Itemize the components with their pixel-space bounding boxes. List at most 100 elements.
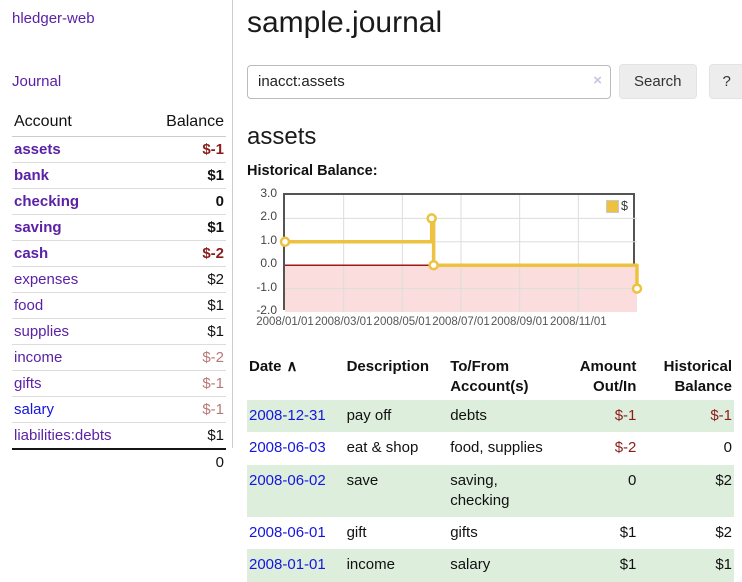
account-row: cash $-2 [12,240,226,267]
search-input[interactable] [247,64,611,99]
sidebar: hledger-web Journal Account Balance asse… [0,0,233,475]
accounts-header-balance: Balance [145,110,226,137]
account-row: expenses $2 [12,266,226,293]
chart-title: Historical Balance: [247,163,378,179]
search-button[interactable]: Search [619,64,697,99]
y-tick-label: -1.0 [256,279,277,294]
accounts-header-account: Account [12,110,146,137]
transaction-date-link[interactable]: 2008-06-02 [249,471,326,489]
column-header-description[interactable]: Description [346,358,430,375]
transaction-balance: $2 [715,471,732,489]
account-link-liabilities-debts[interactable]: liabilities:debts [14,427,112,444]
transaction-row: 2008-06-01 gift gifts $1 $2 [247,517,734,549]
page-title: sample.journal [247,6,443,39]
app-title: hledger-web [12,10,226,27]
legend-label: $ [621,199,628,213]
column-header-historical-balance[interactable]: Historical Balance [663,358,732,395]
transaction-description: save [346,471,379,489]
help-button[interactable]: ? [708,64,742,99]
clear-search-icon[interactable]: × [593,71,602,89]
transactions-table: Date ∧ Description To/From Account(s) Amount… [247,353,734,582]
x-tick-label: 2008/11/01 [549,316,607,328]
transaction-accounts: salary [450,556,491,574]
app-title-link[interactable]: hledger-web [12,10,95,27]
transaction-description: eat & shop [346,439,419,457]
transaction-balance: $1 [715,556,732,574]
account-row: salary $-1 [12,396,226,423]
transaction-date-link[interactable]: 2008-06-01 [249,524,326,541]
account-balance: $-1 [145,396,226,423]
account-link-gifts[interactable]: gifts [14,375,42,392]
balance-chart-svg [279,195,643,312]
transaction-amount: 0 [628,471,637,489]
account-row: supplies $1 [12,318,226,345]
transaction-balance: $-1 [710,407,732,424]
chart-legend: $ [604,198,630,214]
account-row: liabilities:debts $1 [12,422,226,450]
transaction-row: 2008-06-02 save saving, checking 0 $2 [247,464,734,517]
transaction-accounts: debts [450,407,487,424]
account-balance: $-2 [145,240,226,267]
account-link-supplies[interactable]: supplies [14,323,70,340]
account-row: food $1 [12,292,226,319]
account-row: gifts $-1 [12,370,226,397]
sidebar-item-journal[interactable]: Journal [12,73,62,90]
x-tick-label: 2008/01/01 [256,316,314,328]
transactions-header-row: Date ∧ Description To/From Account(s) Amount… [247,353,734,400]
account-link-checking[interactable]: checking [14,193,80,210]
account-balance: $-1 [145,370,226,397]
transaction-description: pay off [346,407,392,424]
transaction-accounts: gifts [450,524,478,541]
account-row: assets $-1 [12,136,226,163]
accounts-total-value: 0 [145,448,226,475]
account-row: income $-2 [12,344,226,371]
account-link-assets[interactable]: assets [14,141,61,158]
transaction-date-link[interactable]: 2008-06-03 [249,439,326,457]
transaction-row: 2008-01-01 income salary $1 $1 [247,549,734,582]
transaction-balance: 0 [723,439,732,457]
account-link-expenses[interactable]: expenses [14,271,79,288]
transaction-amount: $-2 [614,439,637,457]
sidebar-nav: Journal [12,73,226,90]
transaction-description: gift [346,524,367,541]
transaction-date-link[interactable]: 2008-12-31 [249,407,326,424]
account-link-cash[interactable]: cash [14,245,49,262]
x-tick-label: 2008/03/01 [314,316,373,328]
transaction-amount: $1 [619,524,637,541]
y-tick-label: 0.0 [260,256,277,271]
account-balance: $1 [145,162,226,189]
transaction-row: 2008-06-03 eat & shop food, supplies $-2 0 [247,432,734,464]
y-tick-label: 3.0 [260,186,277,200]
column-header-amount-out-in[interactable]: Amount Out/In [579,358,637,395]
column-header-to-from-account-s-[interactable]: To/From Account(s) [450,358,529,395]
account-balance: 0 [145,188,226,215]
transaction-date-link[interactable]: 2008-01-01 [249,556,326,574]
account-heading: assets [247,123,317,150]
accounts-header-row: Account Balance [12,110,226,137]
account-link-bank[interactable]: bank [14,167,50,184]
y-tick-label: 2.0 [260,209,277,224]
historical-balance-chart: 3.0 2.0 1.0 0.0 -1.0 -2.0 $ 2008/01/01 2008/03… [247,186,736,339]
x-tick-label: 2008/05/01 [373,316,432,328]
transaction-amount: $-1 [614,407,637,424]
x-tick-label: 2008/09/01 [490,316,549,328]
account-balance: $-1 [145,136,226,163]
account-row: checking 0 [12,188,226,215]
accounts-table-body: assets $-1 bank $1 checking 0 saving $1 cash $-2 e… [12,136,226,450]
transaction-description: income [346,556,395,574]
account-link-saving[interactable]: saving [14,219,62,236]
accounts-table: Account Balance assets $-1 bank $1 checking 0… [12,110,226,475]
account-link-income[interactable]: income [14,349,63,366]
account-balance: $-2 [145,344,226,371]
transaction-accounts: food, supplies [450,439,543,457]
accounts-total-spacer [12,448,146,475]
transaction-amount: $1 [619,556,637,574]
column-header-date[interactable]: Date ∧ [249,358,298,375]
account-link-food[interactable]: food [14,297,44,314]
account-link-salary[interactable]: salary [14,401,55,418]
account-balance: $1 [145,214,226,241]
transaction-row: 2008-12-31 pay off debts $-1 $-1 [247,400,734,433]
account-balance: $1 [145,318,226,345]
y-tick-label: 1.0 [260,232,277,247]
